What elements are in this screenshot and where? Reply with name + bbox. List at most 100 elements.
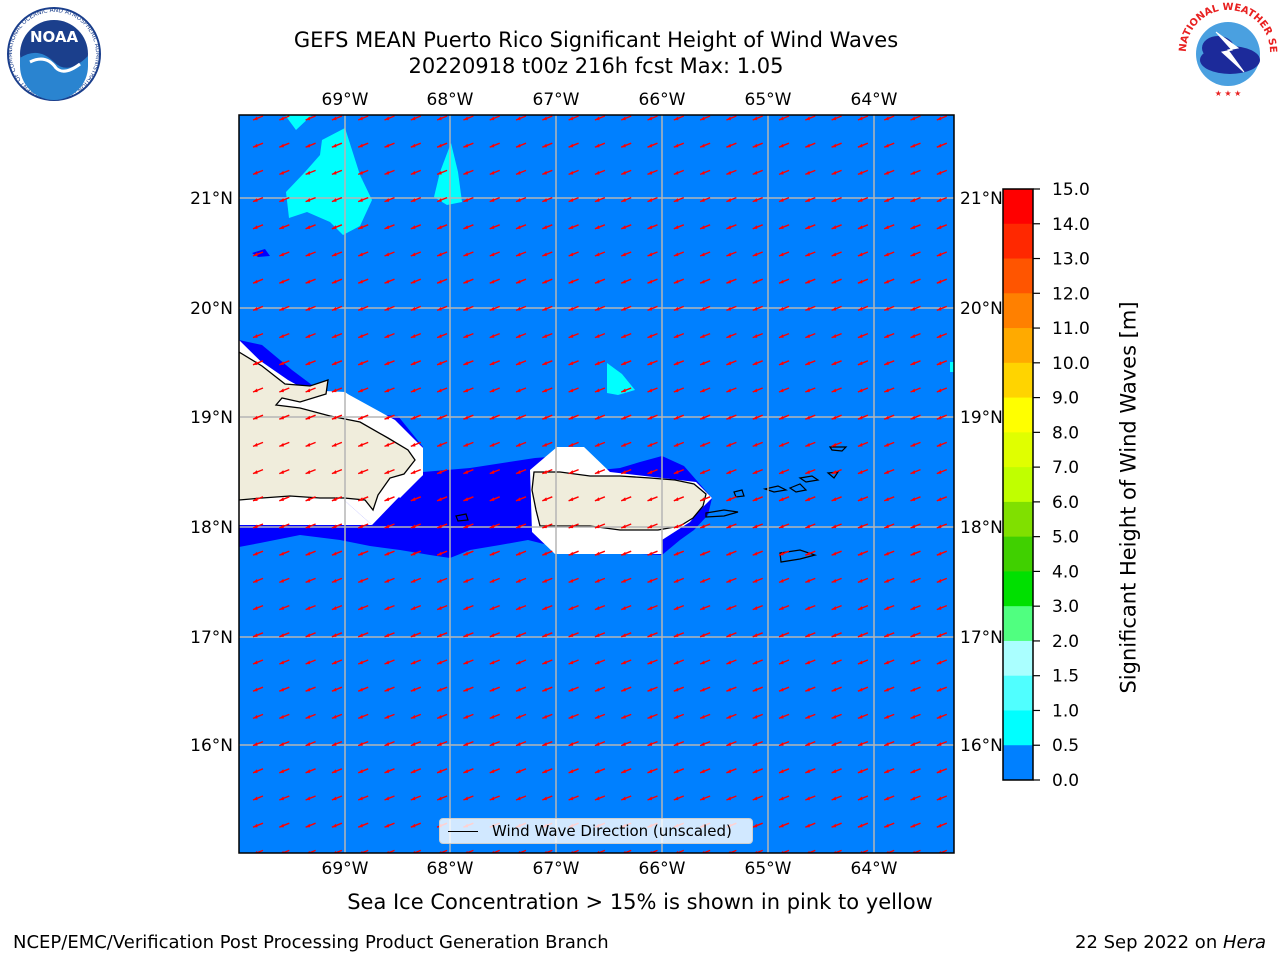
island — [828, 446, 848, 452]
wave-arrow — [594, 768, 606, 774]
wave-arrow — [726, 251, 737, 257]
wave-arrow — [726, 713, 737, 720]
wave-arrow — [384, 251, 395, 257]
wave-arrow — [331, 768, 343, 774]
wave-arrow — [752, 632, 763, 638]
lon-labels-top: 69°W 68°W 67°W 66°W 65°W 64°W — [322, 90, 898, 110]
wave-arrow — [805, 387, 816, 393]
colorbar-tick-label: 7.0 — [1052, 458, 1079, 478]
wave-arrow — [410, 305, 422, 312]
wave-arrow — [726, 414, 737, 420]
wave-arrow — [778, 251, 790, 257]
wave-arrow — [620, 305, 632, 312]
wave-arrow — [805, 115, 816, 121]
wave-arrow — [752, 169, 763, 176]
wave-arrow — [252, 414, 264, 420]
wave-arrow — [279, 468, 290, 475]
wave-arrow — [883, 577, 895, 584]
wave-arrow — [726, 224, 737, 230]
wave-arrow — [752, 659, 763, 665]
wave-arrow — [778, 441, 790, 448]
wave-arrow — [568, 196, 579, 203]
wave-arrow — [568, 360, 579, 366]
wave-arrow — [647, 142, 658, 148]
wave-arrow — [805, 822, 816, 828]
wave-arrow — [647, 523, 658, 529]
wave-arrow — [673, 196, 685, 203]
colorbar-segment — [1003, 501, 1033, 538]
wave-arrow — [279, 795, 290, 801]
wave-arrow — [805, 740, 816, 747]
wave-arrow — [357, 305, 369, 312]
wave-arrow — [305, 632, 316, 638]
wave-patch-cyan — [286, 128, 372, 235]
wave-arrow — [542, 468, 553, 475]
wave-arrow — [883, 278, 895, 284]
wave-arrow — [542, 795, 553, 801]
wave-arrow — [436, 740, 448, 747]
wave-arrow — [489, 115, 500, 121]
wave-arrow — [252, 468, 264, 475]
wave-arrow — [910, 577, 921, 584]
wave-arrow — [778, 604, 790, 611]
wave-arrow — [910, 768, 921, 774]
wave-arrow — [647, 795, 658, 801]
wave-arrow — [752, 224, 763, 230]
wave-arrow — [883, 713, 895, 720]
wave-arrow — [542, 740, 553, 747]
wave-arrow — [463, 550, 474, 556]
wave-arrow — [726, 523, 737, 529]
wave-arrow — [936, 713, 948, 720]
wave-arrow — [357, 360, 369, 366]
wave-arrow — [752, 251, 763, 257]
wave-arrow — [410, 360, 422, 366]
wave-arrow — [357, 496, 369, 502]
wave-arrow — [279, 632, 290, 638]
wave-arrow — [805, 659, 816, 665]
wave-arrow — [463, 577, 474, 584]
wave-arrow — [883, 822, 895, 828]
wave-arrow — [357, 768, 369, 774]
wave-arrow — [252, 686, 264, 692]
colorbar-tick-label: 12.0 — [1052, 284, 1090, 304]
wave-arrow — [752, 523, 763, 529]
wave-arrow — [568, 251, 579, 257]
wave-arrow — [357, 441, 369, 448]
wave-arrow — [357, 713, 369, 720]
wave-arrow — [489, 713, 500, 720]
wave-arrow — [436, 496, 448, 502]
wave-arrow — [752, 496, 763, 502]
wave-arrow — [857, 305, 869, 312]
wave-arrow — [410, 686, 422, 692]
lat-label: 19°N — [960, 408, 1003, 428]
wave-arrow — [620, 468, 632, 475]
wave-arrow — [463, 142, 474, 148]
wave-arrow — [542, 496, 553, 502]
wave-arrow — [831, 441, 842, 448]
wave-arrow — [699, 632, 711, 638]
wave-arrow — [857, 169, 869, 176]
wave-arrow — [515, 523, 527, 529]
nws-stars-icon: ★ ★ ★ — [1215, 89, 1242, 98]
wave-arrow — [384, 713, 395, 720]
wave-arrow — [699, 550, 711, 556]
wave-arrow — [279, 441, 290, 448]
wave-arrow — [489, 251, 500, 257]
wave-arrow — [620, 577, 632, 584]
wave-arrow — [515, 632, 527, 638]
lat-label: 17°N — [190, 628, 233, 648]
wave-arrow — [568, 523, 579, 529]
wave-arrow — [910, 142, 921, 148]
wave-arrow — [620, 332, 632, 339]
sea-ice-note: Sea Ice Concentration > 15% is shown in … — [347, 890, 933, 914]
wave-arrow — [568, 224, 579, 230]
wave-arrow — [910, 251, 921, 257]
colorbar-tick-label: 1.5 — [1052, 667, 1079, 687]
wave-arrow — [436, 577, 448, 584]
wave-arrow — [357, 604, 369, 611]
wave-arrow — [752, 713, 763, 720]
colorbar-tick-label: 2.0 — [1052, 632, 1079, 652]
wave-arrow — [805, 768, 816, 774]
wave-arrow — [647, 332, 658, 339]
colorbar-tick-label: 11.0 — [1052, 319, 1090, 339]
